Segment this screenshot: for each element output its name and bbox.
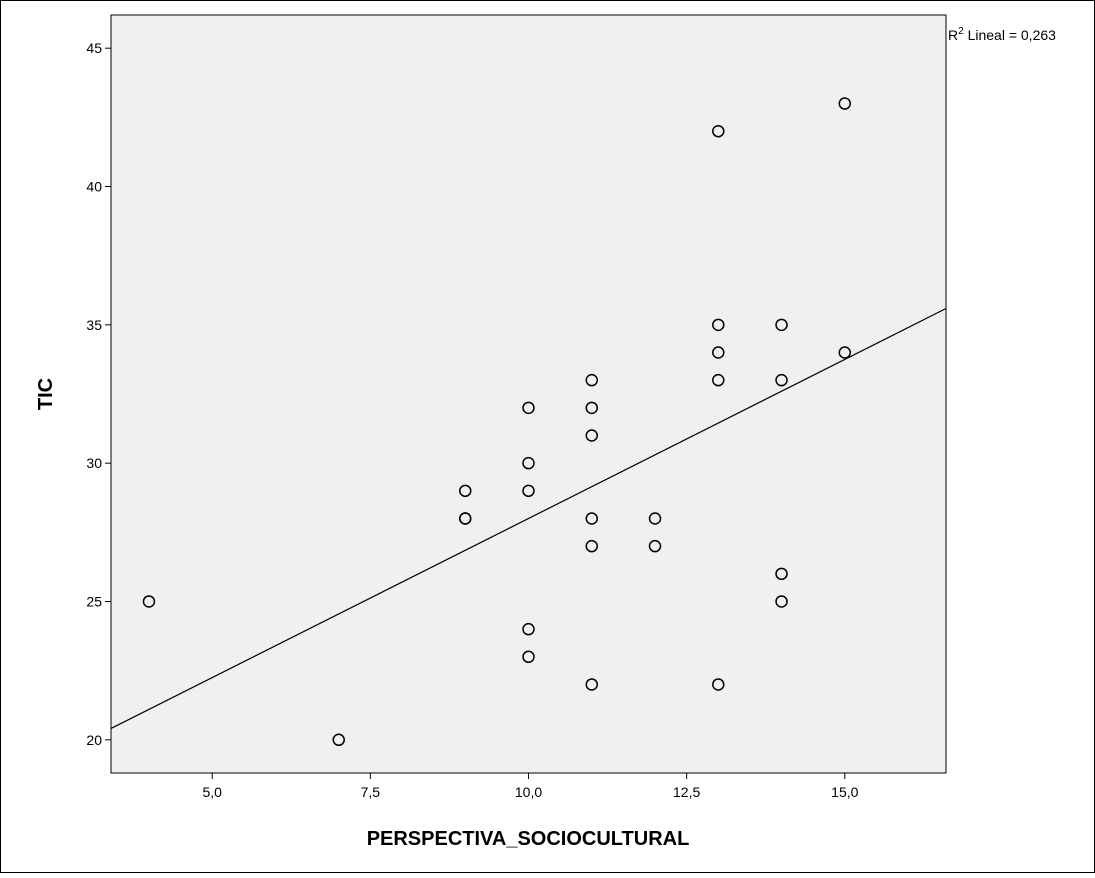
y-tick-label: 25 — [86, 593, 102, 609]
x-tick-label: 5,0 — [202, 784, 222, 800]
r2-label-sup: 2 — [958, 26, 964, 37]
data-point — [648, 512, 662, 525]
data-point — [712, 346, 725, 359]
x-tick-label: 10,0 — [515, 784, 542, 800]
data-point — [522, 484, 535, 498]
data-point — [838, 346, 852, 359]
data-point — [775, 318, 788, 332]
data-point — [585, 429, 599, 442]
data-point — [332, 733, 345, 747]
data-point — [458, 484, 472, 498]
x-tick-label: 7,5 — [361, 784, 381, 800]
y-tick-label: 35 — [86, 317, 102, 333]
y-tick-label: 45 — [86, 40, 102, 56]
r2-label-text: Lineal = 0,263 — [964, 27, 1056, 43]
data-point — [522, 456, 535, 470]
data-point — [522, 650, 535, 664]
data-point — [712, 678, 725, 691]
data-point — [522, 401, 535, 415]
data-point — [585, 539, 599, 553]
data-point — [585, 678, 599, 691]
y-tick-label: 30 — [86, 455, 102, 471]
x-tick-label: 15,0 — [831, 784, 858, 800]
x-axis-ticks: 5,0 7,5 10,0 12,5 15,0 — [202, 773, 859, 800]
regression-line — [110, 307, 947, 729]
data-point — [712, 124, 725, 138]
x-axis-title: PERSPECTIVA_SOCIOCULTURAL — [367, 828, 690, 850]
plot-area — [110, 14, 947, 774]
data-point — [585, 373, 599, 387]
y-axis-title: TIC — [35, 378, 57, 410]
x-tick-label: 12,5 — [673, 784, 700, 800]
data-point — [585, 512, 599, 525]
data-point — [522, 622, 535, 636]
data-point — [458, 512, 472, 525]
data-point — [775, 567, 788, 581]
data-point — [585, 401, 599, 415]
fit-line-group — [110, 307, 947, 729]
data-point — [712, 318, 725, 332]
data-point — [712, 373, 725, 387]
data-point — [838, 97, 852, 110]
data-point — [648, 539, 662, 553]
r2-annotation: R2 Lineal = 0,263 — [948, 26, 1056, 43]
data-point — [142, 595, 156, 608]
data-points — [142, 97, 852, 747]
y-axis-ticks: 20 25 30 35 40 45 — [86, 40, 111, 748]
data-point — [775, 373, 788, 387]
r2-label-prefix: R — [948, 27, 958, 43]
y-tick-label: 40 — [86, 179, 102, 195]
y-tick-label: 20 — [86, 732, 102, 748]
data-point — [775, 595, 788, 608]
